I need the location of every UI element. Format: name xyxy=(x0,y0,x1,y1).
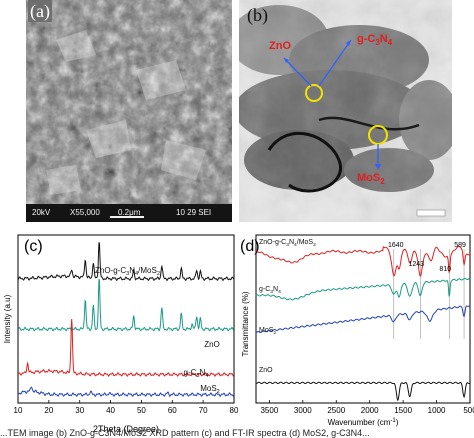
ftir-x-tick-label: 500 xyxy=(463,406,474,415)
xrd-x-tick-label: 80 xyxy=(230,406,238,415)
ftir-x-tick-label: 1500 xyxy=(394,406,412,415)
ftir-series-line xyxy=(255,304,471,334)
ftir-legend-gc3n4: g-C3N4 xyxy=(259,286,281,295)
sem-micrograph: (a) 20kV X55,000 0.2μm 10 29 SEI xyxy=(26,0,232,222)
ftir-x-tick-label: 3000 xyxy=(294,406,312,415)
zno-arrow xyxy=(283,57,312,87)
figure-caption: ...TEM image (b) ZnO-g-C3N4/MoS2 XRD pat… xyxy=(0,428,370,438)
ftir-legend-zno: ZnO xyxy=(259,367,273,374)
sem-scale-value: 0.2μm xyxy=(118,208,141,217)
sem-databar: 20kV X55,000 0.2μm 10 29 SEI xyxy=(26,204,232,222)
sem-magnification: X55,000 xyxy=(70,208,100,217)
gc3n4-annotation: g-C3N4 xyxy=(357,33,393,48)
ftir-peak-label: 589 xyxy=(454,242,466,249)
tem-micrograph: (b) ZnO g-C3N4 MoS2 xyxy=(239,0,452,222)
xrd-series-line xyxy=(17,242,235,282)
ftir-peak-label: 1640 xyxy=(388,242,404,249)
ftir-legend-composite: ZnO-g-C3N4/MoS2 xyxy=(259,239,316,248)
xrd-x-tick-label: 10 xyxy=(14,406,23,415)
gc3n4-arrow xyxy=(318,39,352,87)
xrd-chart: (c) 10 20 30 40 50 60 70 80 ZnO-g-C3N4/MoS2 ZnO g… xyxy=(3,234,238,434)
tem-texture xyxy=(239,0,452,222)
sem-voltage: 20kV xyxy=(32,208,51,217)
sem-scale-bar xyxy=(110,216,144,218)
ftir-chart: (d) 3500 3000 2500 2000 1500 1000 500 ZnO-g-C3… xyxy=(240,234,474,427)
xrd-x-tick-label: 40 xyxy=(106,406,115,415)
panel-label-d: (d) xyxy=(240,238,260,255)
xrd-legend-zno: ZnO xyxy=(204,340,220,349)
ftir-x-axis-label: Wavenumber (cm-1) xyxy=(328,418,399,427)
ftir-plot-frame xyxy=(255,234,471,404)
mos2-annotation: MoS2 xyxy=(357,172,385,187)
xrd-x-axis-label: 2Theta (Degree) xyxy=(93,424,159,434)
ftir-x-tick-label: 1000 xyxy=(428,406,446,415)
xrd-x-tick-label: 50 xyxy=(137,406,146,415)
ftir-peak-label: 810 xyxy=(439,266,451,273)
sem-session: 10 29 SEI xyxy=(176,208,212,217)
xrd-series-line xyxy=(17,318,234,377)
xrd-series-line xyxy=(17,386,234,398)
ftir-x-tick-label: 2000 xyxy=(361,406,379,415)
panel-label-b: (b) xyxy=(247,5,268,25)
zno-annotation: ZnO xyxy=(269,40,291,52)
panel-label-c: (c) xyxy=(24,238,43,255)
xrd-x-tick-label: 30 xyxy=(75,406,84,415)
sem-texture xyxy=(26,0,232,222)
xrd-plot-frame xyxy=(17,234,235,404)
tem-scale-bar xyxy=(416,209,446,217)
ftir-x-tick-label: 2500 xyxy=(327,406,345,415)
xrd-x-tick-label: 70 xyxy=(199,406,208,415)
ftir-legend-mos2: MoS2 xyxy=(259,327,276,336)
ftir-x-tick-label: 3500 xyxy=(260,406,278,415)
ftir-y-axis-label: Transmittance (%) xyxy=(241,291,250,356)
zno-marker-circle xyxy=(305,84,323,102)
panel-label-a: (a) xyxy=(28,0,52,22)
xrd-series-line xyxy=(17,278,235,332)
xrd-legend-mos2: MoS2 xyxy=(200,384,220,395)
xrd-legend-gc3n4: g-C3N4 xyxy=(184,368,209,379)
xrd-legend-composite: ZnO-g-C3N4/MoS2 xyxy=(95,266,160,277)
ftir-peak-label: 1243 xyxy=(409,261,425,268)
xrd-y-axis-label: Intensity (a.u) xyxy=(3,294,12,343)
xrd-x-tick-label: 60 xyxy=(168,406,177,415)
xrd-x-tick-label: 20 xyxy=(44,406,53,415)
ftir-series-line xyxy=(255,381,471,402)
ftir-series-line xyxy=(256,245,471,277)
ftir-series-line xyxy=(255,277,471,301)
